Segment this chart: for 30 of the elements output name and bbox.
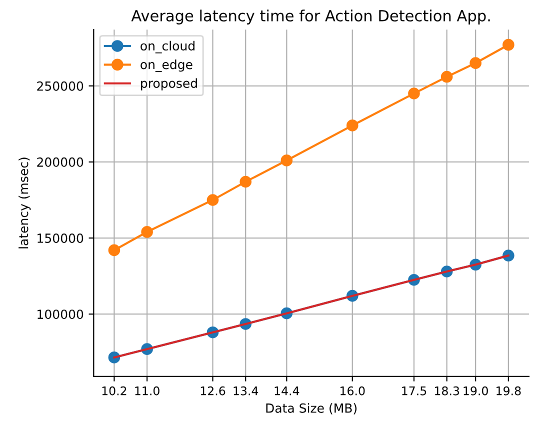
x-tick-label: 19.0	[464, 386, 488, 396]
point	[108, 244, 120, 256]
chart-title: Average latency time for Action Detection App.	[131, 10, 490, 24]
point	[280, 154, 293, 166]
point	[470, 57, 482, 69]
x-tick-label: 12.6	[200, 386, 226, 396]
point	[440, 70, 453, 83]
point	[206, 194, 219, 206]
point	[502, 38, 514, 51]
y-tick-label: 100000	[38, 310, 84, 320]
point	[240, 176, 252, 188]
x-tick-label: 18.3	[434, 386, 460, 396]
x-tick-label: 17.5	[402, 386, 426, 396]
point	[346, 120, 358, 132]
x-tick-label: 14.4	[274, 386, 300, 396]
x-axis-title: Data Size (MB)	[266, 403, 357, 414]
point	[408, 88, 420, 100]
y-tick-label: 150000	[38, 234, 84, 243]
x-tick-label: 10.2	[102, 386, 126, 396]
legend-label: on_edge	[140, 60, 192, 72]
x-tick-label: 11.0	[135, 386, 160, 396]
y-axis-title: latency (msec)	[18, 158, 31, 248]
legend-label: on_cloud	[140, 40, 194, 54]
x-tick-label: 13.4	[234, 386, 258, 396]
x-tick-label: 16.0	[340, 386, 365, 396]
y-tick-label: 200000	[37, 157, 84, 167]
point	[141, 226, 153, 238]
legend-label: proposed	[141, 78, 197, 90]
y-tick-label: 250000	[37, 81, 84, 91]
x-tick-label: 19.8	[496, 386, 521, 396]
